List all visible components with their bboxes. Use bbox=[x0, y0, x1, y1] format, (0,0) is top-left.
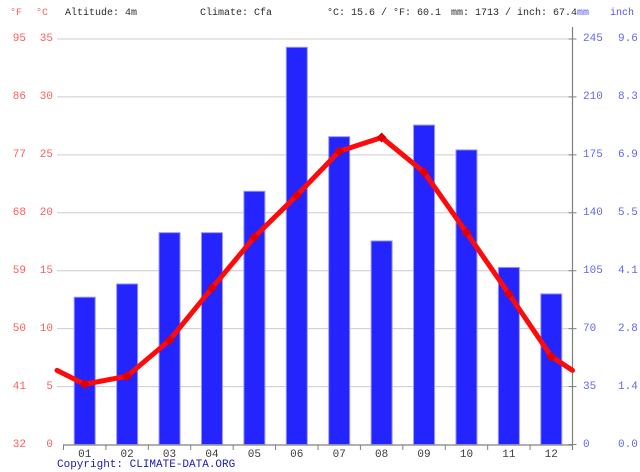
temperature-point bbox=[122, 371, 133, 382]
temperature-point bbox=[249, 232, 260, 243]
temperature-point bbox=[503, 288, 514, 299]
temperature-point bbox=[546, 351, 557, 362]
celsius-axis-title: °C bbox=[36, 8, 49, 19]
temperature-line bbox=[54, 134, 575, 387]
temperature-summary: °C: 15.6 / °F: 60.1 bbox=[327, 8, 442, 19]
fahrenheit-axis-title: °F bbox=[10, 8, 23, 19]
precipitation-bar bbox=[200, 232, 223, 445]
climate-label: Climate: Cfa bbox=[200, 8, 273, 19]
temperature-point bbox=[376, 132, 387, 143]
temperature-point bbox=[419, 167, 430, 178]
temperature-point bbox=[164, 335, 175, 346]
temperature-point bbox=[79, 379, 90, 390]
temperature-point bbox=[334, 146, 345, 157]
precipitation-bar bbox=[116, 283, 139, 445]
precipitation-bar bbox=[328, 136, 351, 445]
copyright-text: Copyright: CLIMATE-DATA.ORG bbox=[57, 459, 236, 471]
inch-axis-title: inch bbox=[610, 8, 635, 19]
precipitation-bar bbox=[285, 46, 308, 445]
precipitation-bar bbox=[73, 296, 96, 445]
altitude-label: Altitude: 4m bbox=[65, 8, 138, 19]
temperature-point bbox=[461, 227, 472, 238]
precipitation-bar bbox=[540, 293, 563, 445]
precipitation-summary: mm: 1713 / inch: 67.4 bbox=[451, 8, 578, 19]
temperature-point bbox=[291, 190, 302, 201]
mm-axis-title: mm bbox=[577, 8, 590, 19]
precipitation-bar bbox=[455, 149, 478, 445]
precipitation-bar bbox=[370, 240, 393, 445]
temperature-point bbox=[206, 283, 217, 294]
